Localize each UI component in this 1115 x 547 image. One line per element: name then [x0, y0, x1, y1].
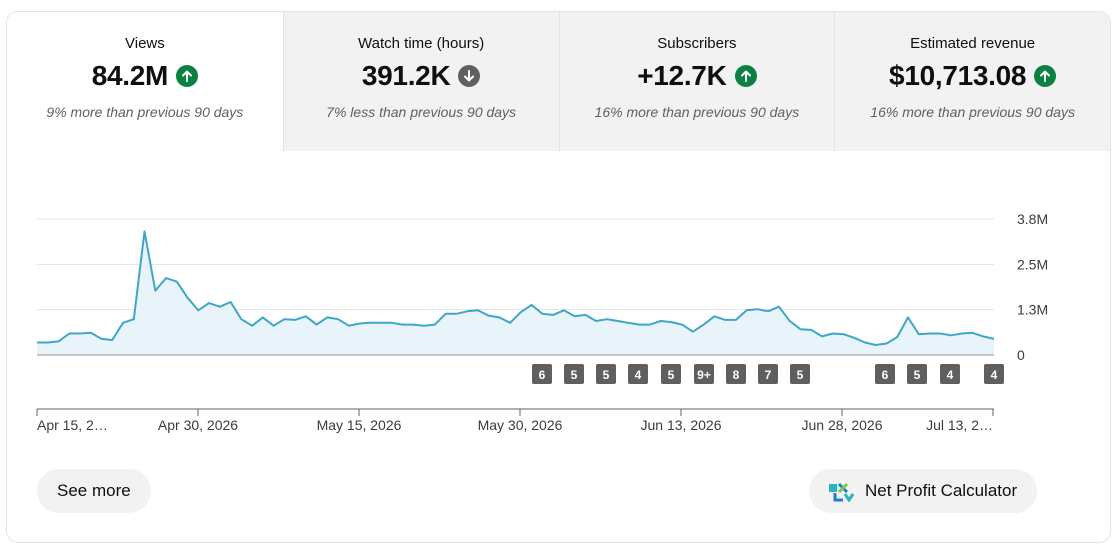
x-tick-label: Jun 28, 2026 [802, 417, 883, 433]
views-chart: 3.8M 2.5M 1.3M 0 6 5 5 4 5 9+ 8 7 5 6 5 4 4 Apr 15, 2… Apr… [7, 151, 1110, 451]
metric-value: $10,713.08 [889, 60, 1027, 91]
metric-value: +12.7K [637, 60, 727, 91]
metric-value: 84.2M [91, 60, 169, 91]
metric-label: Estimated revenue [910, 35, 1036, 52]
annotation-badge [907, 364, 927, 384]
y-tick-label: 3.8M [1017, 211, 1048, 227]
annotation-badge [661, 364, 681, 384]
annotation-badge-label: 6 [882, 368, 889, 382]
y-tick-label: 2.5M [1017, 256, 1048, 272]
annotation-badge-label: 5 [797, 368, 804, 382]
y-tick-label: 0 [1017, 347, 1025, 363]
metric-label: Views [125, 35, 165, 52]
annotation-badge [790, 364, 810, 384]
series-line [37, 230, 995, 346]
metric-comparison: 16% more than previous 90 days [870, 104, 1075, 120]
annotation-badge [726, 364, 746, 384]
annotation-badge-label: 5 [914, 368, 921, 382]
y-tick-label: 1.3M [1017, 302, 1048, 318]
annotation-badge [532, 364, 552, 384]
annotation-badge-label: 5 [668, 368, 675, 382]
metric-tab-views[interactable]: Views 84.2M 9% more than previous 90 day… [7, 12, 283, 151]
annotation-badge [694, 364, 714, 384]
annotation-badge-label: 7 [765, 368, 772, 382]
annotation-badge-label: 4 [991, 368, 998, 382]
x-tick-label: Jun 13, 2026 [641, 417, 722, 433]
see-more-button[interactable]: See more [37, 469, 151, 513]
x-tick-label: Apr 30, 2026 [158, 417, 238, 433]
metric-value: 391.2K [361, 60, 451, 91]
annotation-badge [596, 364, 616, 384]
metric-tabs: Views 84.2M 9% more than previous 90 day… [7, 12, 1110, 151]
x-tick-label: Apr 15, 2… [37, 417, 108, 433]
arrow-up-icon [1034, 65, 1057, 87]
metric-label: Watch time (hours) [358, 35, 485, 52]
metric-tab-watch-time[interactable]: Watch time (hours) 391.2K 7% less than p… [282, 12, 559, 151]
metric-tab-revenue[interactable]: Estimated revenue $10,713.08 16% more th… [834, 12, 1110, 151]
metric-comparison: 9% more than previous 90 days [46, 104, 244, 120]
annotation-badge-label: 9+ [697, 368, 711, 382]
annotation-badge-label: 5 [603, 368, 610, 382]
annotation-badge [984, 364, 1004, 384]
x-tick-label: Jul 13, 2… [926, 417, 993, 433]
annotation-badge-label: 5 [571, 368, 578, 382]
annotation-badge-label: 4 [635, 368, 642, 382]
annotation-badge-label: 4 [947, 368, 954, 382]
arrow-up-icon [176, 65, 199, 87]
x-tick-label: May 30, 2026 [478, 417, 563, 433]
annotation-badge [758, 364, 778, 384]
annotation-badge [940, 364, 960, 384]
annotation-badge [875, 364, 895, 384]
analytics-card: Views 84.2M 9% more than previous 90 day… [6, 11, 1111, 543]
net-profit-calculator-button[interactable]: Net Profit Calculator [809, 469, 1038, 513]
metric-tab-subscribers[interactable]: Subscribers +12.7K 16% more than previou… [558, 12, 835, 151]
net-profit-calculator-label: Net Profit Calculator [865, 481, 1018, 500]
metric-comparison: 16% more than previous 90 days [594, 104, 800, 120]
arrow-down-icon [458, 65, 481, 87]
views-line-chart: 3.8M 2.5M 1.3M 0 6 5 5 4 5 9+ 8 7 5 6 5 4 4 Apr 15, 2… Apr… [36, 211, 1048, 433]
metric-comparison: 7% less than previous 90 days [326, 104, 517, 120]
annotation-badge [564, 364, 584, 384]
annotation-badge-label: 6 [539, 368, 546, 382]
x-tick-label: May 15, 2026 [317, 417, 402, 433]
annotation-badge [628, 364, 648, 384]
nexlev-logo-icon [827, 480, 855, 503]
metric-label: Subscribers [657, 35, 737, 52]
annotation-badge-label: 8 [733, 368, 740, 382]
arrow-up-icon [734, 65, 757, 87]
